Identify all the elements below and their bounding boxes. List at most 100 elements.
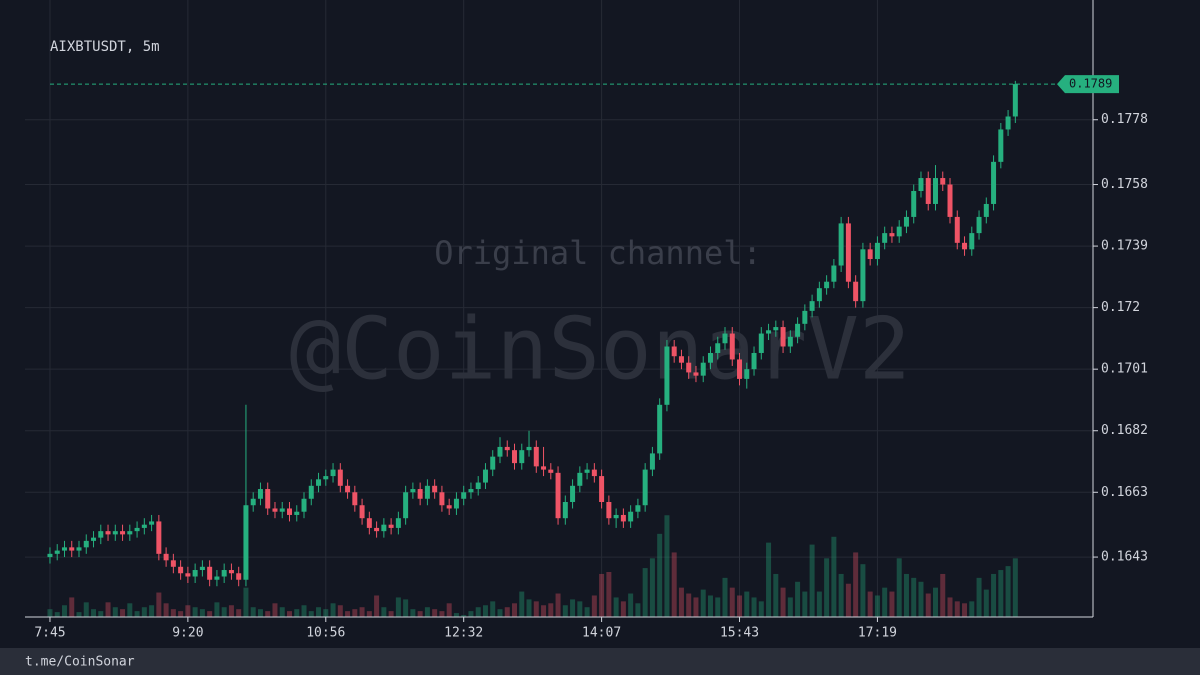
volume-bar — [577, 601, 583, 617]
candle-body — [512, 450, 518, 464]
candle-body — [83, 540, 89, 548]
volume-bar — [134, 611, 140, 617]
volume-bar — [221, 607, 227, 617]
candle-body — [606, 501, 612, 519]
candle-body — [809, 301, 815, 311]
candle-body — [591, 469, 597, 477]
volume-bar — [947, 597, 953, 617]
volume-bar — [693, 597, 699, 617]
candle-body — [758, 333, 764, 353]
volume-bar — [265, 611, 271, 617]
volume-bar — [932, 587, 938, 617]
candle-body — [853, 281, 859, 302]
volume-bar — [860, 564, 866, 617]
candle-body — [221, 570, 227, 577]
volume-bar — [729, 587, 735, 617]
volume-bar — [286, 611, 292, 617]
candle-body — [286, 508, 292, 515]
volume-bar — [105, 602, 111, 617]
volume-bar — [178, 611, 184, 617]
volume-bar — [98, 611, 104, 617]
volume-bar — [991, 573, 997, 617]
volume-bar — [526, 599, 532, 617]
candle-body — [1005, 116, 1011, 130]
candle-body — [664, 346, 670, 405]
volume-bar — [555, 593, 561, 617]
volume-bar — [345, 611, 351, 617]
candle-body — [555, 472, 561, 519]
volume-bar — [374, 595, 380, 617]
candle-body — [562, 501, 568, 519]
volume-bar — [424, 607, 430, 617]
candle-body — [352, 492, 358, 506]
x-tick-label: 14:07 — [582, 626, 621, 641]
candle-body — [570, 485, 576, 502]
candle-body — [417, 489, 423, 499]
candle-body — [468, 489, 474, 493]
volume-bar — [642, 568, 648, 617]
volume-bar — [301, 605, 307, 617]
candle-body — [867, 249, 873, 260]
candle-body — [940, 178, 946, 185]
volume-bar — [243, 587, 249, 617]
volume-bar — [512, 603, 518, 617]
candle-body — [584, 469, 590, 473]
volume-bar — [446, 603, 452, 617]
candle-body — [657, 404, 663, 454]
volume-bar — [889, 591, 895, 617]
volume-bar — [533, 601, 539, 617]
candle-body — [860, 249, 866, 302]
x-tick-label: 7:45 — [34, 626, 65, 641]
candle-body — [787, 336, 793, 347]
candle-body — [199, 566, 205, 571]
candle-body — [156, 521, 162, 554]
volume-bar — [156, 592, 162, 617]
volume-bar — [940, 573, 946, 617]
candle-body — [526, 446, 532, 451]
candle-body — [228, 570, 234, 574]
x-tick-label: 12:32 — [444, 626, 483, 641]
volume-bar — [504, 607, 510, 617]
candle-body — [91, 537, 97, 541]
candle-body — [105, 531, 111, 535]
candle-body — [773, 327, 779, 331]
candle-body — [969, 233, 975, 250]
watermark-line: Original channel: — [434, 234, 762, 272]
last-price-tag — [1057, 75, 1119, 94]
volume-bar — [845, 583, 851, 617]
candle-body — [903, 216, 909, 227]
volume-bar — [272, 603, 278, 617]
volume-bar — [120, 609, 126, 617]
candle-body — [991, 161, 997, 204]
candle-body — [1012, 84, 1018, 117]
candle-body — [693, 372, 699, 376]
candle-body — [446, 505, 452, 509]
candle-body — [207, 566, 213, 580]
candle-body — [737, 359, 743, 379]
volume-bar — [787, 597, 793, 617]
candle-body — [925, 178, 931, 204]
volume-bar — [381, 607, 387, 617]
volume-bar — [395, 597, 401, 617]
candle-body — [831, 265, 837, 282]
volume-bar — [417, 611, 423, 617]
candle-body — [671, 346, 677, 357]
candle-body — [577, 472, 583, 486]
volume-bar — [1005, 566, 1011, 617]
candle-body — [453, 498, 459, 509]
x-tick-label: 15:43 — [720, 626, 759, 641]
candle-body — [722, 333, 728, 344]
volume-bar — [686, 593, 692, 617]
volume-bar — [403, 599, 409, 617]
volume-bar — [620, 601, 626, 617]
volume-bar — [497, 609, 503, 617]
candle-body — [439, 492, 445, 506]
volume-bar — [69, 597, 75, 617]
candle-body — [976, 216, 982, 234]
volume-bar — [954, 601, 960, 617]
candle-body — [163, 553, 169, 561]
volume-bar — [664, 515, 670, 617]
candle-body — [744, 369, 750, 379]
volume-bar — [432, 609, 438, 617]
volume-bar — [867, 591, 873, 617]
